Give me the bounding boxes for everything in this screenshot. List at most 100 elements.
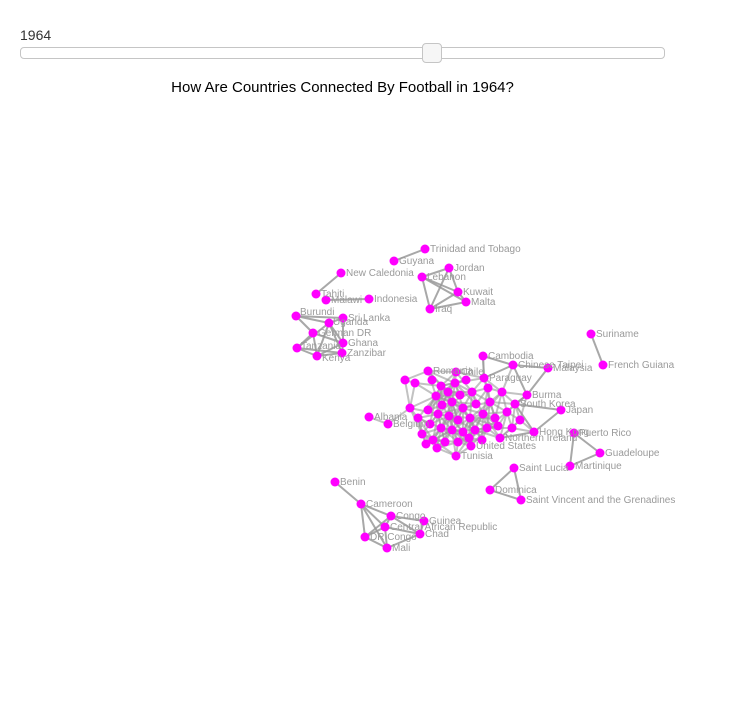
node-kr[interactable] (510, 399, 520, 409)
network-node[interactable] (507, 423, 517, 433)
network-node[interactable] (423, 405, 433, 415)
node-jo[interactable] (444, 263, 454, 273)
network-node[interactable] (400, 375, 410, 385)
network-node[interactable] (436, 381, 446, 391)
network-node[interactable] (467, 387, 477, 397)
network-node[interactable] (450, 378, 460, 388)
network-node[interactable] (485, 397, 495, 407)
network-node[interactable] (493, 421, 503, 431)
network-node[interactable] (483, 383, 493, 393)
node-label-pr: Puerto Rico (579, 428, 632, 439)
network-node[interactable] (482, 423, 492, 433)
node-gf[interactable] (598, 360, 608, 370)
node-mm[interactable] (522, 390, 532, 400)
node-bj[interactable] (330, 477, 340, 487)
node-tn[interactable] (451, 451, 461, 461)
node-jp[interactable] (556, 405, 566, 415)
year-slider-handle[interactable] (421, 43, 442, 63)
network-node[interactable] (410, 378, 420, 388)
node-cg[interactable] (386, 511, 396, 521)
link-cg-gn (390, 515, 425, 522)
node-label-cl: Chile (461, 367, 484, 378)
node-label-kr: South Korea (520, 399, 576, 410)
network-node[interactable] (453, 437, 463, 447)
node-al[interactable] (364, 412, 374, 422)
network-node[interactable] (433, 409, 443, 419)
network-node[interactable] (502, 407, 512, 417)
node-ml[interactable] (382, 543, 392, 553)
node-cm[interactable] (356, 499, 366, 509)
network-node[interactable] (471, 399, 481, 409)
node-nc[interactable] (336, 268, 346, 278)
network-node[interactable] (417, 429, 427, 439)
network-node[interactable] (447, 397, 457, 407)
network-node[interactable] (421, 439, 431, 449)
network-node[interactable] (464, 433, 474, 443)
node-iq[interactable] (425, 304, 435, 314)
network-node[interactable] (443, 387, 453, 397)
network-node[interactable] (497, 387, 507, 397)
node-us[interactable] (466, 441, 476, 451)
node-ro[interactable] (423, 366, 433, 376)
node-bi[interactable] (291, 311, 301, 321)
year-slider[interactable] (20, 43, 665, 63)
node-mw[interactable] (321, 295, 331, 305)
node-lc[interactable] (509, 463, 519, 473)
node-ke[interactable] (312, 351, 322, 361)
network-node[interactable] (458, 403, 468, 413)
network-node[interactable] (437, 400, 447, 410)
node-be[interactable] (383, 419, 393, 429)
node-gp[interactable] (595, 448, 605, 458)
node-lb[interactable] (417, 272, 427, 282)
node-tw[interactable] (508, 360, 518, 370)
network-node[interactable] (428, 435, 438, 445)
network-node[interactable] (440, 437, 450, 447)
network-node[interactable] (447, 425, 457, 435)
node-de[interactable] (308, 328, 318, 338)
node-py[interactable] (479, 373, 489, 383)
node-id[interactable] (364, 294, 374, 304)
node-ug[interactable] (324, 318, 334, 328)
node-cd[interactable] (360, 532, 370, 542)
node-zz[interactable] (337, 348, 347, 358)
node-ta[interactable] (311, 289, 321, 299)
node-td[interactable] (415, 529, 425, 539)
network-node[interactable] (432, 443, 442, 453)
network-node[interactable] (470, 425, 480, 435)
node-gy[interactable] (389, 256, 399, 266)
network-node[interactable] (477, 435, 487, 445)
node-hk[interactable] (529, 427, 539, 437)
node-sr[interactable] (586, 329, 596, 339)
network-node[interactable] (455, 390, 465, 400)
network-node[interactable] (436, 423, 446, 433)
network-node[interactable] (427, 375, 437, 385)
node-tt[interactable] (420, 244, 430, 254)
network-node[interactable] (490, 413, 500, 423)
node-my[interactable] (543, 363, 553, 373)
network-node[interactable] (444, 411, 454, 421)
network-node[interactable] (413, 413, 423, 423)
node-pr[interactable] (569, 428, 579, 438)
network-node[interactable] (431, 391, 441, 401)
node-kw[interactable] (453, 287, 463, 297)
network-node[interactable] (405, 403, 415, 413)
network-node[interactable] (465, 413, 475, 423)
node-mt[interactable] (461, 297, 471, 307)
network-node[interactable] (458, 427, 468, 437)
node-cf[interactable] (380, 522, 390, 532)
network-node[interactable] (425, 419, 435, 429)
node-gn[interactable] (419, 516, 429, 526)
node-vc[interactable] (516, 495, 526, 505)
node-gh[interactable] (338, 338, 348, 348)
node-lk[interactable] (338, 313, 348, 323)
node-kh[interactable] (478, 351, 488, 361)
network-node[interactable] (461, 375, 471, 385)
network-node[interactable] (515, 415, 525, 425)
node-ie[interactable] (495, 433, 505, 443)
node-cl[interactable] (451, 367, 461, 377)
network-node[interactable] (478, 409, 488, 419)
node-mq[interactable] (565, 461, 575, 471)
node-tz[interactable] (292, 343, 302, 353)
network-node[interactable] (453, 415, 463, 425)
node-dm[interactable] (485, 485, 495, 495)
